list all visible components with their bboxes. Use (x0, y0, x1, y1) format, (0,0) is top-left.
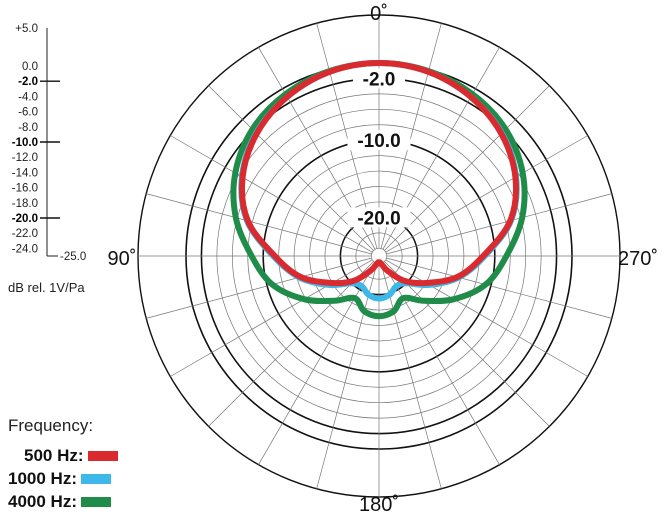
grid-spoke (208, 261, 374, 427)
angle-label-270: 270˚ (618, 248, 658, 270)
legend-label: 1000 Hz: (8, 469, 77, 488)
ring-labels: -2.0 -10.0 -20.0 (347, 68, 411, 229)
legend-label: 500 Hz: (24, 446, 84, 465)
ring-label: -10.0 (357, 131, 400, 152)
grid-spoke (384, 85, 550, 251)
scale-tick-label: -22.0 (12, 228, 38, 240)
series-500hz (239, 60, 519, 287)
scale-tick-label: 0.0 (22, 61, 38, 73)
angle-label-0: 0˚ (370, 3, 388, 25)
scale-tick-label: -20.0 (12, 213, 38, 225)
ring-label: -20.0 (357, 208, 400, 229)
grid-spoke (386, 257, 612, 319)
grid-spoke (170, 135, 373, 253)
grid-spoke (258, 262, 376, 465)
legend-swatch-500hz (87, 451, 118, 461)
scale-tick-label: +5.0 (15, 23, 38, 35)
scale-tick-label: -4.0 (18, 91, 38, 103)
scale-tick-label: -2.0 (18, 76, 38, 88)
grid-spoke (146, 257, 372, 319)
grid-spoke (385, 135, 588, 253)
legend-swatch-1000hz (80, 474, 111, 484)
angle-label-180: 180˚ (359, 494, 399, 516)
ring-label: -2.0 (363, 69, 396, 90)
scale-tick-label: -14.0 (12, 167, 38, 179)
legend-item-500hz: 500 Hz: (24, 446, 118, 466)
series-4000hz (230, 60, 528, 320)
grid-spoke (146, 193, 372, 255)
legend-swatch-4000hz (80, 497, 111, 507)
grid-spoke (385, 259, 588, 377)
scale-tick-label: -18.0 (12, 198, 38, 210)
grid-spoke (208, 85, 374, 251)
ring-label-backing (347, 207, 411, 228)
db-scale: +5.0 0.0 -2.0 -4.0 -6.0 -8.0 -10.0 -12.0 -14.0 -1… (12, 23, 86, 263)
legend-title: Frequency: (8, 416, 94, 435)
scale-tick-label: -25.0 (60, 251, 86, 263)
grid-spoke (384, 261, 550, 427)
scale-tick-label: -6.0 (18, 107, 38, 119)
grid-spoke (386, 193, 612, 255)
legend-item-1000hz: 1000 Hz: (8, 469, 111, 489)
scale-tick-label: -12.0 (12, 152, 38, 164)
grid-spoke (382, 262, 500, 465)
scale-tick-label: -10.0 (12, 137, 38, 149)
units-label: dB rel. 1V/Pa (8, 280, 85, 295)
scale-tick-label: -16.0 (12, 183, 38, 195)
scale-tick-label: -8.0 (18, 122, 38, 134)
ring-label-backing (353, 68, 405, 89)
ring-label-backing (347, 130, 411, 151)
grid-spoke (170, 259, 373, 377)
scale-tick-label: -24.0 (12, 243, 38, 255)
legend-label: 4000 Hz: (8, 492, 77, 511)
legend-item-4000hz: 4000 Hz: (8, 492, 111, 512)
grid-spoke (316, 263, 378, 489)
angle-label-90: 90˚ (108, 248, 137, 270)
polar-series-group (230, 60, 528, 320)
grid-spoke (380, 263, 442, 489)
